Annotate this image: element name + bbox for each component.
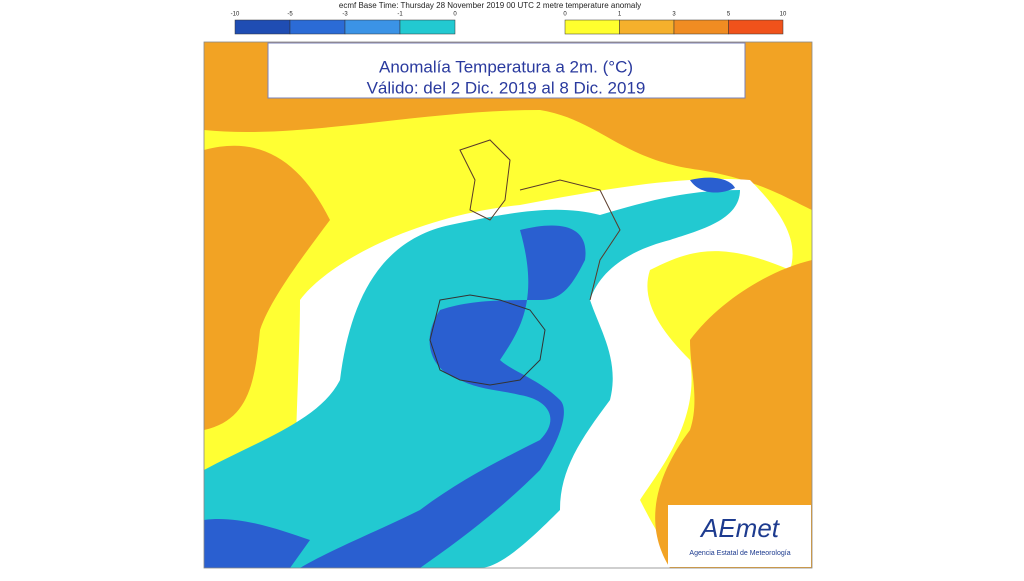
- colorbar-segment: [619, 19, 675, 35]
- title-box: [267, 42, 746, 99]
- colorbar-tick-label: 3: [672, 12, 676, 18]
- map-subtitle: Válido: del 2 Dic. 2019 al 8 Dic. 2019: [367, 78, 646, 97]
- colorbar-segment: [728, 19, 784, 35]
- colorbar-segment: [289, 19, 346, 35]
- cold-core-region: [204, 519, 310, 568]
- colorbar-tick-label: -10: [231, 12, 240, 18]
- map-frame: [203, 41, 813, 569]
- colorbar-tick-label: 1: [618, 12, 622, 18]
- warm-region: [655, 260, 812, 568]
- coastline: [429, 294, 546, 386]
- header: ecmf Base Time: Thursday 28 November 201…: [339, 1, 641, 10]
- colorbar-tick-label: -1: [397, 12, 403, 18]
- map-title: Anomalía Temperatura a 2m. (°C): [379, 57, 633, 76]
- colorbar-segment: [344, 19, 401, 35]
- coastline: [459, 139, 621, 301]
- logo-name: AEmet: [699, 513, 781, 543]
- logo-caption: Agencia Estatal de Meteorología: [689, 550, 790, 557]
- legend: -10 -5 -3 -1 0 0 1 3 5 10: [231, 12, 787, 35]
- colorbar-tick-label: 0: [563, 12, 567, 18]
- warm-region: [204, 145, 330, 431]
- colorbar-segment: [399, 19, 456, 35]
- colorbar-tick-label: -5: [287, 12, 293, 18]
- colorbar-tick-label: 0: [453, 12, 457, 18]
- logo-box: [668, 505, 811, 567]
- map: [203, 41, 813, 569]
- colorbar-segment: [673, 19, 729, 35]
- cold-core-region: [690, 177, 735, 193]
- colorbar-segment: [234, 19, 291, 35]
- cold-core-region: [300, 225, 586, 568]
- colorbar-tick-label: 5: [727, 12, 731, 18]
- colorbar-tick-label: 10: [780, 12, 787, 18]
- colorbar-segment: [564, 19, 620, 35]
- colorbar-tick-label: -3: [342, 12, 348, 18]
